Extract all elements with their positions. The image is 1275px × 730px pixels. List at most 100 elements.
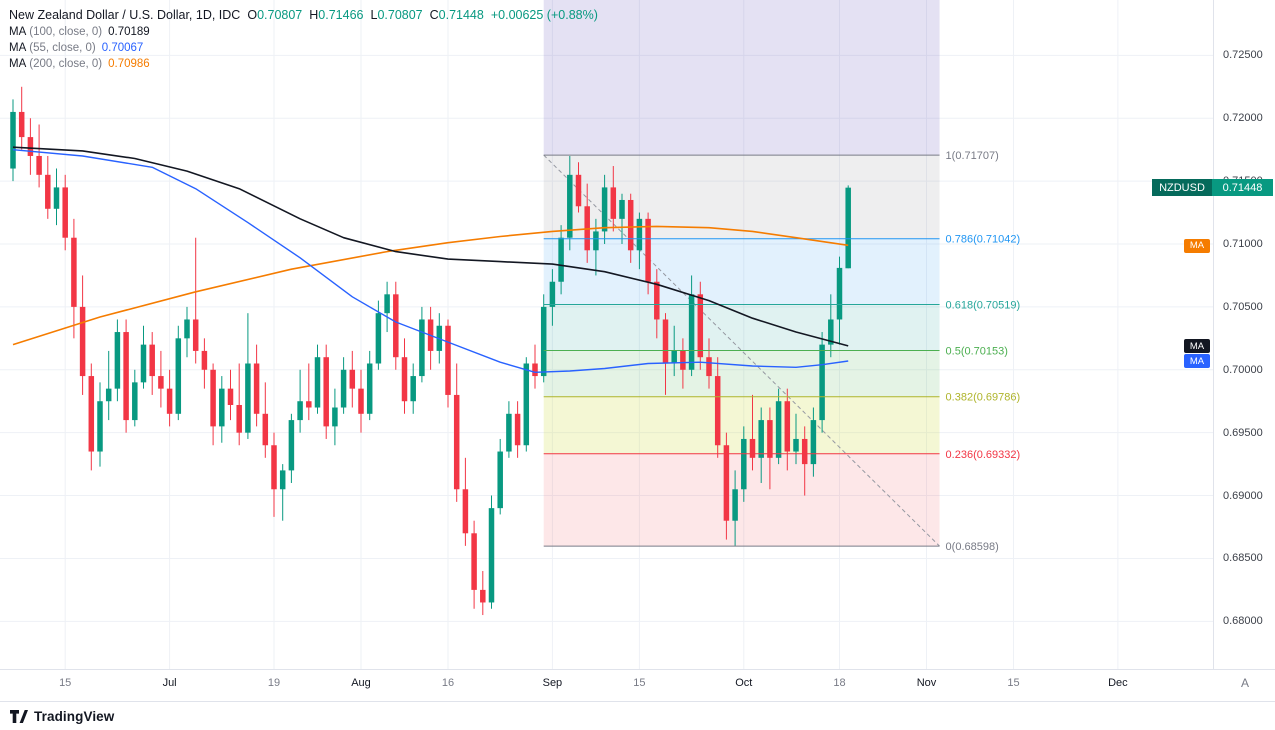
candle-body [297, 401, 303, 421]
candle-body [697, 294, 704, 358]
candle-body [123, 332, 129, 421]
candle-body [610, 187, 617, 219]
candle-body [775, 401, 782, 458]
price-axis-label: 0.70500 [1223, 300, 1263, 313]
autoscale-indicator[interactable]: A [1240, 676, 1249, 690]
candle-body [419, 319, 425, 377]
fib-band [543, 304, 940, 351]
candle-body [793, 438, 799, 452]
candle-body [314, 357, 321, 408]
symbol-title: New Zealand Dollar / U.S. Dollar, 1D, ID… [9, 8, 241, 22]
candle-body [401, 357, 408, 402]
candle-body [149, 344, 155, 377]
candle-body [567, 174, 573, 238]
time-axis-label: Oct [735, 677, 753, 689]
chart-canvas-container: 1(0.71707) 0.786(0.71042) 0.618(0.70519) 0.… [0, 0, 1213, 669]
candle-body [575, 174, 582, 207]
price-change: +0.00625 (+0.88%) [490, 8, 598, 22]
time-axis-label: Aug [351, 677, 371, 689]
ma100-axis-badge: MA [1184, 339, 1210, 353]
fib-band [543, 155, 940, 239]
price-axis-label: 0.68500 [1223, 552, 1263, 565]
candle-body [828, 319, 834, 345]
time-axis[interactable]: A 15 Jul 19 Aug 16 Sep 15 Oct 18 Nov 15 Dec [0, 669, 1275, 701]
candle-body [45, 174, 51, 209]
candle-body [358, 388, 364, 414]
candle-body [366, 363, 373, 414]
price-axis-label: 0.71000 [1223, 238, 1263, 250]
ma55-axis-badge: MA [1184, 354, 1210, 369]
price-axis[interactable]: 0.725000.720000.715000.710000.705000.700… [1213, 0, 1275, 669]
time-axis-label: 15 [1007, 677, 1020, 689]
candle-body [88, 376, 95, 452]
time-axis-label: 19 [267, 677, 281, 689]
time-axis-label: 15 [633, 677, 646, 689]
candle-body [27, 137, 34, 156]
ma200-axis-badge: MA [1184, 238, 1210, 253]
candle-body [601, 187, 608, 232]
candle-body [53, 187, 60, 209]
time-axis-label: 15 [59, 677, 72, 689]
candle-body [97, 401, 103, 452]
price-axis-label: 0.68000 [1223, 615, 1263, 628]
indicator-name: MA [9, 26, 27, 38]
time-axis-label: Nov [916, 677, 937, 689]
candle-body [523, 363, 530, 446]
candle-body [236, 404, 242, 433]
candle-body [245, 363, 251, 433]
candle-body [706, 357, 712, 377]
candle-body [175, 338, 182, 414]
ma-line-200 [12, 225, 849, 346]
candle-body [619, 199, 625, 219]
price-axis-label: 0.72000 [1223, 112, 1263, 125]
candle-body [627, 199, 634, 251]
candle-body [393, 294, 399, 358]
tradingview-logo-text[interactable]: TradingView [34, 708, 115, 724]
ma-line-55 [12, 149, 849, 373]
fib-band [543, 0, 940, 156]
indicator-params: (55, close, 0) [29, 42, 96, 54]
fib-trendline [543, 154, 940, 547]
ohlc-low-value: 0.70807 [377, 8, 423, 22]
candle-body [227, 388, 234, 405]
candle-body [514, 413, 521, 446]
fib-level-label: 0.618(0.70519) [946, 300, 1021, 312]
candle-body [375, 313, 382, 364]
candle-body [471, 533, 477, 590]
ohlc-low-label: L [370, 8, 378, 22]
candle-body [767, 420, 773, 458]
fib-level-label: 0.236(0.69332) [946, 449, 1021, 461]
fib-level-label: 0.382(0.69786) [946, 392, 1021, 404]
candle-body [166, 388, 173, 414]
tradingview-logo-icon[interactable] [10, 709, 28, 723]
candle-body [192, 319, 199, 351]
symbol-legend-row[interactable]: New Zealand Dollar / U.S. Dollar, 1D, ID… [9, 6, 598, 24]
candle-body [540, 306, 547, 377]
candle-body [784, 401, 791, 452]
indicator-row-ma200[interactable]: MA (200, close, 0) 0.70986 [9, 56, 598, 72]
candle-body [801, 438, 808, 465]
candle-body [723, 445, 730, 521]
candle-body [662, 319, 669, 364]
chart-canvas[interactable]: 1(0.71707) 0.786(0.71042) 0.618(0.70519) 0.… [0, 0, 1213, 669]
candle-body [636, 218, 643, 251]
indicator-row-ma55[interactable]: MA (55, close, 0) 0.70067 [9, 40, 598, 56]
indicator-row-ma100[interactable]: MA (100, close, 0) 0.70189 [9, 24, 598, 40]
indicator-name: MA [9, 58, 27, 70]
candle-body [714, 376, 721, 446]
price-axis-label: 0.69500 [1223, 426, 1263, 439]
last-price-badge-value: 0.71448 [1212, 179, 1273, 197]
candle-body [741, 438, 747, 490]
ma-line-100 [12, 146, 849, 347]
time-axis-label: 16 [441, 677, 455, 689]
candle-body [506, 413, 512, 452]
candle-body [323, 357, 329, 427]
candle-body [18, 111, 25, 138]
candle-body [462, 489, 469, 534]
ohlc-open-value: 0.70807 [257, 8, 303, 22]
candle-body [384, 294, 390, 314]
candle-body [819, 344, 825, 421]
fib-level-label: 0.786(0.71042) [946, 234, 1021, 246]
candle-body [453, 394, 460, 490]
